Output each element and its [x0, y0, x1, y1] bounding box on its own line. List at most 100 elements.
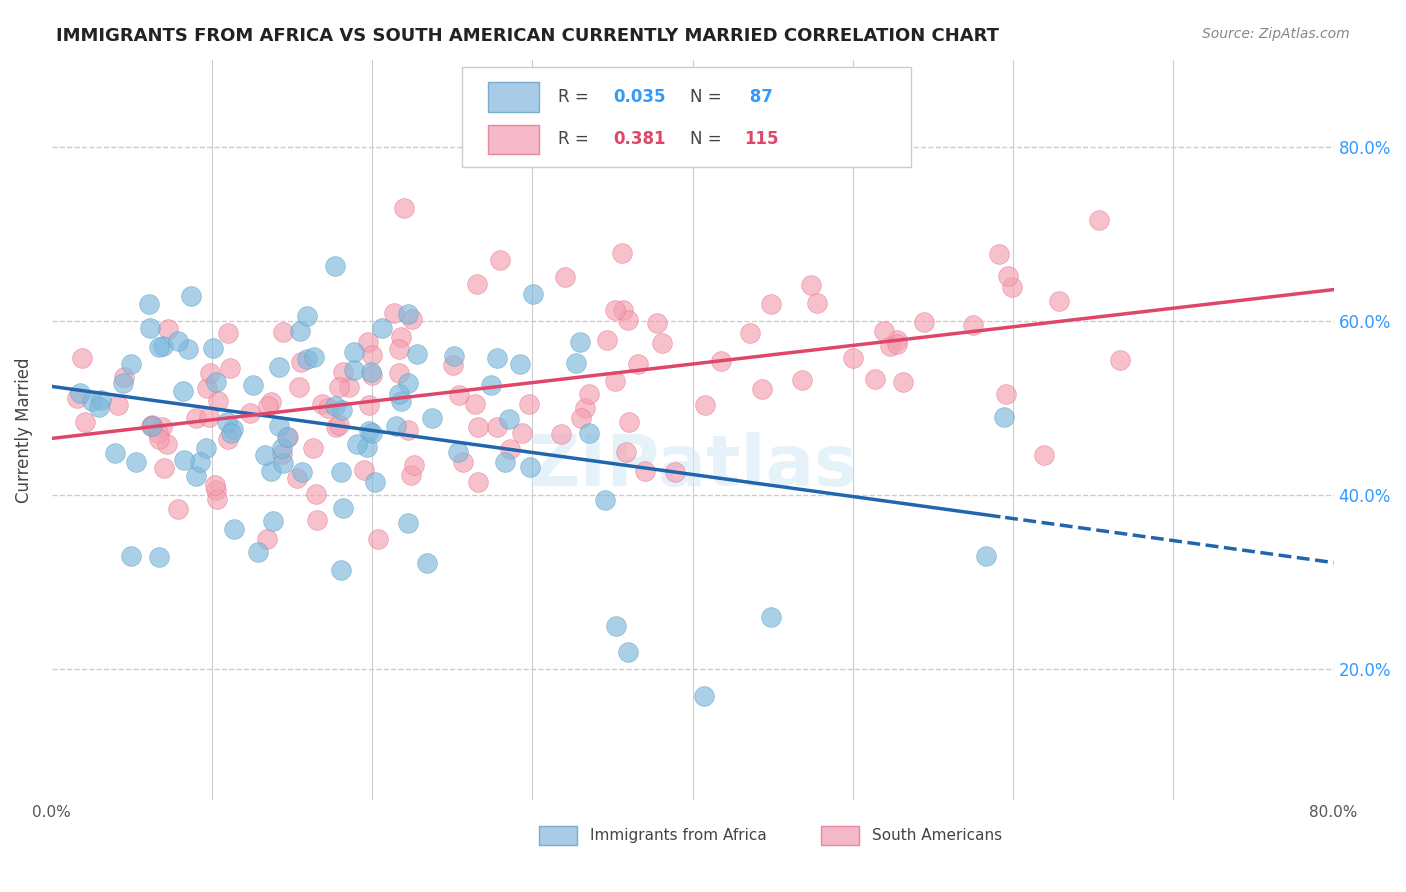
Point: [305, 487, 328, 501]
Point: [271, 325, 294, 339]
Point: [517, 397, 540, 411]
Point: [603, 303, 626, 318]
Point: [396, 307, 419, 321]
Point: [485, 420, 508, 434]
Point: [443, 349, 465, 363]
Point: [447, 444, 470, 458]
Point: [396, 376, 419, 391]
Point: [343, 363, 366, 377]
Point: [360, 348, 382, 362]
Point: [401, 312, 423, 326]
Point: [218, 432, 240, 446]
Point: [90, 392, 112, 407]
Point: [485, 351, 508, 365]
Point: [396, 423, 419, 437]
Point: [180, 289, 202, 303]
Text: IMMIGRANTS FROM AFRICA VS SOUTH AMERICAN CURRENTLY MARRIED CORRELATION CHART: IMMIGRANTS FROM AFRICA VS SOUTH AMERICAN…: [56, 27, 1000, 45]
Point: [325, 259, 347, 273]
Point: [204, 477, 226, 491]
Point: [357, 397, 380, 411]
Point: [285, 471, 308, 485]
Point: [184, 411, 207, 425]
Point: [371, 321, 394, 335]
Point: [205, 483, 228, 497]
Point: [125, 454, 148, 468]
Point: [328, 380, 350, 394]
Point: [166, 334, 188, 349]
Point: [841, 351, 863, 365]
Point: [150, 420, 173, 434]
Point: [152, 339, 174, 353]
Point: [1032, 448, 1054, 462]
Point: [104, 446, 127, 460]
Point: [219, 426, 242, 441]
Point: [738, 326, 761, 340]
Point: [288, 380, 311, 394]
Point: [479, 378, 502, 392]
Point: [156, 437, 179, 451]
Point: [394, 201, 416, 215]
Point: [267, 359, 290, 374]
Point: [617, 313, 640, 327]
Point: [510, 425, 533, 440]
Point: [564, 356, 586, 370]
Point: [138, 297, 160, 311]
Point: [260, 464, 283, 478]
Point: [188, 455, 211, 469]
Point: [489, 252, 512, 267]
Point: [467, 475, 489, 489]
Point: [498, 412, 520, 426]
Point: [617, 645, 640, 659]
Point: [664, 465, 686, 479]
Point: [205, 491, 228, 506]
Point: [509, 357, 531, 371]
Point: [1047, 294, 1070, 309]
Point: [574, 401, 596, 415]
Point: [194, 441, 217, 455]
Point: [389, 393, 412, 408]
Point: [912, 315, 935, 329]
Point: [254, 449, 277, 463]
Point: [891, 375, 914, 389]
Point: [304, 350, 326, 364]
Point: [256, 532, 278, 546]
Point: [305, 513, 328, 527]
Point: [962, 318, 984, 333]
FancyBboxPatch shape: [463, 67, 911, 167]
Point: [195, 381, 218, 395]
Text: R =: R =: [558, 130, 595, 148]
Point: [138, 321, 160, 335]
Point: [396, 516, 419, 530]
Bar: [488, 125, 538, 154]
Text: ZIPatlas: ZIPatlas: [527, 433, 858, 501]
Point: [323, 400, 346, 414]
Point: [112, 369, 135, 384]
Point: [406, 347, 429, 361]
Point: [148, 549, 170, 564]
Text: Immigrants from Africa: Immigrants from Africa: [591, 828, 766, 843]
Point: [242, 377, 264, 392]
Point: [353, 463, 375, 477]
Point: [139, 419, 162, 434]
Point: [519, 459, 541, 474]
Point: [1001, 280, 1024, 294]
Point: [271, 447, 294, 461]
Point: [865, 372, 887, 386]
Point: [290, 465, 312, 479]
Point: [66, 391, 89, 405]
Point: [217, 326, 239, 340]
Point: [302, 442, 325, 456]
Point: [346, 436, 368, 450]
Point: [388, 343, 411, 357]
Point: [873, 324, 896, 338]
Point: [177, 342, 200, 356]
Point: [792, 373, 814, 387]
Text: R =: R =: [558, 87, 595, 106]
Point: [612, 302, 634, 317]
Point: [695, 398, 717, 412]
Point: [605, 619, 627, 633]
Point: [651, 335, 673, 350]
Point: [569, 410, 592, 425]
Point: [120, 549, 142, 563]
Point: [217, 415, 239, 429]
